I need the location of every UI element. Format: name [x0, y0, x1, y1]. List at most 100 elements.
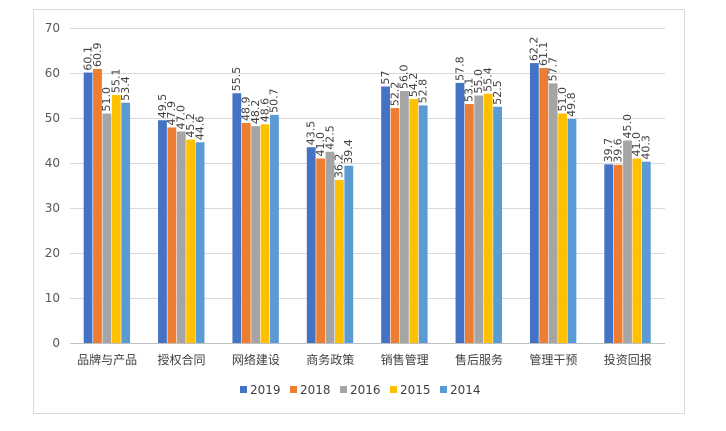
data-labels: 60.160.951.055.153.449.547.947.045.244.6… [81, 37, 652, 179]
bar [83, 72, 93, 344]
bar [381, 86, 390, 343]
data-label: 55.4 [481, 67, 494, 92]
data-label: 60.9 [91, 42, 104, 67]
bar [251, 126, 261, 343]
data-label: 57 [379, 71, 392, 85]
bar [325, 151, 335, 343]
x-tick-label: 网络建设 [232, 352, 280, 367]
data-label: 44.6 [193, 116, 206, 141]
y-tick-label: 0 [52, 336, 60, 350]
bar [604, 164, 614, 343]
data-label: 49.5 [156, 94, 169, 119]
data-label: 53.4 [119, 76, 132, 101]
bar [455, 82, 465, 344]
bar [260, 124, 270, 343]
bar [390, 108, 400, 343]
bar [195, 142, 205, 343]
bar [111, 95, 121, 343]
bar [529, 63, 539, 343]
bar [121, 102, 131, 343]
data-label: 55.1 [110, 69, 123, 93]
bar [623, 140, 632, 343]
legend-label: 2019 [250, 383, 281, 397]
data-label: 42.5 [323, 125, 336, 150]
data-label: 60.1 [81, 46, 94, 71]
y-tick-label: 60 [45, 66, 60, 80]
bar [632, 158, 642, 343]
data-label: 53.1 [463, 78, 476, 103]
legend: 2019 2018 2016 2015 2014 [240, 383, 481, 397]
bar [539, 68, 549, 344]
bar [167, 127, 177, 343]
data-label: 47.0 [175, 105, 188, 130]
data-label: 55.5 [230, 67, 243, 92]
bar [93, 68, 102, 343]
data-label: 50.7 [268, 88, 281, 113]
legend-label: 2014 [450, 383, 481, 397]
y-tick-label: 20 [45, 246, 60, 260]
data-label: 52.5 [491, 80, 504, 105]
bar [483, 93, 493, 343]
y-tick-label: 30 [45, 201, 60, 215]
y-tick-label: 40 [45, 156, 60, 170]
bar [567, 118, 577, 344]
bar [558, 113, 567, 343]
bar [102, 113, 112, 343]
bar [641, 161, 651, 343]
legend-swatch [390, 386, 397, 393]
bar [186, 139, 196, 343]
legend-label: 2018 [300, 383, 331, 397]
data-label: 40.3 [640, 135, 653, 160]
data-label: 39.4 [342, 139, 355, 164]
y-tick-label: 10 [45, 291, 60, 305]
data-label: 41.0 [314, 132, 327, 157]
bar [493, 106, 502, 343]
data-label: 45.2 [184, 113, 197, 138]
bar [306, 147, 316, 343]
data-label: 52.2 [388, 82, 401, 107]
data-label: 56.0 [398, 65, 411, 90]
bar [270, 114, 279, 343]
data-label: 48.2 [249, 100, 262, 125]
bar [241, 122, 251, 343]
bar [613, 164, 623, 343]
data-label: 57.7 [546, 57, 559, 82]
data-label: 36.2 [333, 154, 346, 179]
legend-swatch [240, 386, 247, 393]
data-label: 61.1 [537, 42, 550, 67]
bar [409, 99, 419, 343]
data-label: 51.0 [556, 87, 569, 112]
y-tick-label: 70 [45, 21, 60, 35]
bars [83, 63, 651, 344]
data-label: 54.2 [407, 73, 420, 98]
legend-swatch [440, 386, 447, 393]
x-tick-label: 投资回报 [604, 352, 652, 367]
data-label: 52.8 [416, 79, 429, 104]
bar [316, 158, 326, 343]
legend-label: 2016 [350, 383, 381, 397]
data-label: 48.9 [240, 96, 253, 121]
data-label: 43.5 [305, 121, 318, 146]
legend-swatch [340, 386, 347, 393]
data-label: 41.0 [630, 132, 643, 157]
x-tick-label: 商务政策 [306, 352, 354, 367]
x-tick-label: 管理干预 [529, 352, 577, 367]
data-label: 39.7 [602, 138, 615, 163]
bar [335, 180, 344, 343]
x-tick-label: 销售管理 [381, 352, 429, 367]
bar [464, 104, 474, 343]
legend-swatch [290, 386, 297, 393]
bar [176, 131, 186, 343]
data-label: 49.8 [565, 92, 578, 117]
data-label: 55.0 [472, 69, 485, 94]
bar [344, 165, 354, 343]
x-axis-tick-labels: 品牌与产品 授权合同 网络建设 商务政策 销售管理 售后服务 管理干预 投资回报 [77, 352, 652, 367]
bar [232, 93, 242, 343]
y-tick-label: 50 [45, 111, 60, 125]
bar [158, 120, 167, 343]
data-label: 51.0 [100, 87, 113, 112]
y-axis-tick-labels: 0 10 20 30 40 50 60 70 [45, 21, 60, 350]
bar [399, 91, 409, 343]
